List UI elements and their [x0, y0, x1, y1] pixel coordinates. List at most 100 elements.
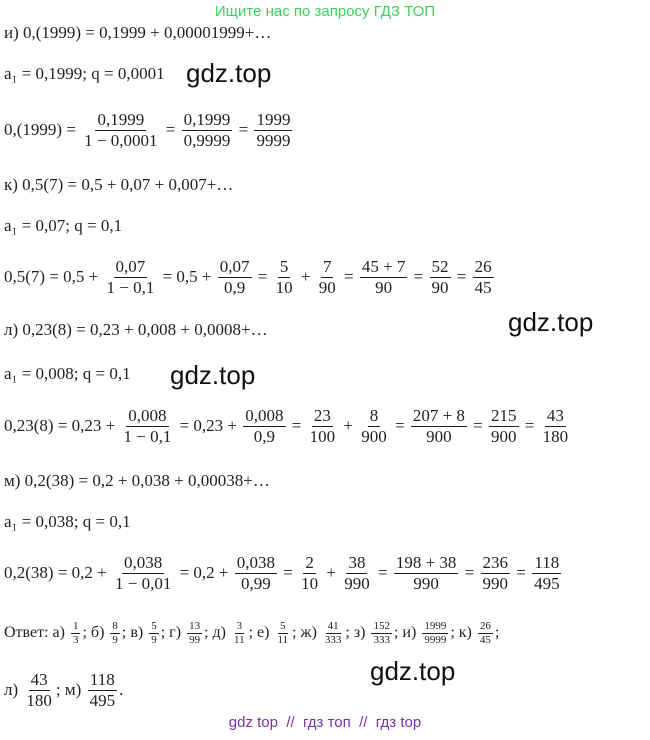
- denominator: 1 − 0,0001: [84, 130, 158, 150]
- numerator: 26: [477, 620, 493, 634]
- numerator: 41: [325, 620, 341, 634]
- math-line: a₁ = 0,008; q = 0,1: [4, 364, 131, 384]
- fraction: 26 45: [477, 620, 493, 646]
- text: Ответ: а): [4, 624, 69, 642]
- denominator: 45: [479, 633, 491, 646]
- footer: gdz top // гдз топ // гдз top: [228, 714, 422, 731]
- numerator: 52: [429, 257, 451, 278]
- text: ;: [494, 624, 500, 642]
- text: л) 0,23(8) = 0,23 + 0,008 + 0,0008+…: [4, 320, 268, 339]
- denominator: 1 − 0,01: [115, 573, 172, 593]
- math-line: Ответ: а) 1 3; б) 8 9; в) 5 9; г) 13 99; д) …: [4, 620, 499, 646]
- denominator: 9999: [424, 633, 447, 646]
- fraction: 3 11: [232, 620, 247, 646]
- denominator: 0,9: [224, 277, 246, 297]
- denominator: 99: [189, 633, 201, 646]
- text: =: [468, 416, 487, 436]
- fraction: 0,1999 0,9999: [181, 110, 233, 150]
- text: a₁ = 0,008; q = 0,1: [4, 364, 131, 383]
- numerator: 7: [320, 257, 334, 278]
- numerator: 43: [544, 406, 566, 427]
- fraction: 152 333: [371, 620, 392, 646]
- fraction: 52 90: [429, 257, 451, 297]
- numerator: 0,008: [243, 406, 286, 427]
- fraction: 1999 9999: [422, 620, 449, 646]
- text: 0,(1999) =: [4, 120, 81, 140]
- denominator: 3: [72, 633, 79, 646]
- denominator: 11: [234, 633, 245, 646]
- denominator: 900: [361, 426, 387, 446]
- text: м) 0,2(38) = 0,2 + 0,038 + 0,00038+…: [4, 471, 270, 490]
- fraction: 0,07 0,9: [217, 257, 252, 297]
- text: ; з): [345, 624, 370, 642]
- fraction: 23 100: [308, 406, 338, 446]
- numerator: 3: [234, 620, 245, 634]
- numerator: 8: [367, 406, 381, 427]
- math-line: л) 0,23(8) = 0,23 + 0,008 + 0,0008+…: [4, 320, 268, 340]
- math-line: 0,(1999) = 0,1999 1 − 0,0001 = 0,1999 0,99…: [4, 110, 294, 150]
- math-line: 0,5(7) = 0,5 + 0,07 1 − 0,1 = 0,5 + 0,07 0…: [4, 257, 496, 297]
- numerator: 23: [311, 406, 333, 427]
- denominator: 990: [344, 573, 370, 593]
- text: к) 0,5(7) = 0,5 + 0,07 + 0,007+…: [4, 175, 234, 194]
- numerator: 152: [371, 620, 392, 634]
- numerator: 8: [110, 620, 120, 634]
- fraction: 0,038 0,99: [234, 553, 278, 593]
- text: =: [373, 563, 392, 583]
- text: =: [339, 267, 358, 287]
- math-line: 0,2(38) = 0,2 + 0,038 1 − 0,01 = 0,2 + 0,…: [4, 553, 564, 593]
- text: = 0,2 +: [175, 563, 233, 583]
- fraction: 0,038 1 − 0,01: [113, 553, 173, 593]
- numerator: 38: [346, 553, 368, 574]
- numerator: 0,038: [122, 553, 165, 574]
- denominator: 100: [309, 426, 336, 446]
- text: ; в): [121, 624, 148, 642]
- text: ; е): [248, 624, 274, 642]
- numerator: 118: [532, 553, 562, 574]
- numerator: 0,008: [126, 406, 169, 427]
- numerator: 1999: [422, 620, 449, 634]
- fraction: 207 + 8 900: [410, 406, 467, 446]
- watermark: gdz.top: [170, 360, 256, 390]
- fraction: 118 495: [87, 670, 118, 710]
- numerator: 45 + 7: [359, 257, 408, 278]
- text: ; б): [82, 624, 109, 642]
- fraction: 5 10: [274, 257, 295, 297]
- fraction: 215 900: [489, 406, 519, 446]
- math-line: a₁ = 0,07; q = 0,1: [4, 216, 122, 236]
- fraction: 198 + 38 990: [393, 553, 459, 593]
- denominator: 45: [474, 277, 492, 297]
- fraction: 236 990: [480, 553, 510, 593]
- text: =: [460, 563, 479, 583]
- denominator: 495: [534, 573, 560, 593]
- numerator: 0,1999: [181, 110, 233, 131]
- text: 0,2(38) = 0,2 +: [4, 563, 111, 583]
- fraction: 26 45: [472, 257, 494, 297]
- text: =: [520, 416, 539, 436]
- text: ; к): [450, 624, 476, 642]
- text: =: [390, 416, 409, 436]
- fraction: 2 10: [299, 553, 320, 593]
- text: a₁ = 0,1999; q = 0,0001: [4, 64, 165, 83]
- watermark: gdz.top: [186, 58, 272, 88]
- denominator: 900: [426, 426, 452, 446]
- denominator: 90: [318, 277, 336, 297]
- numerator: 2: [303, 553, 316, 574]
- header: Ищите нас по запросу ГДЗ ТОП: [214, 3, 436, 20]
- text: = 0,5 +: [158, 267, 216, 287]
- text: +: [339, 416, 358, 436]
- text: =: [452, 267, 471, 287]
- math-line: a₁ = 0,1999; q = 0,0001: [4, 64, 165, 84]
- denominator: 990: [413, 573, 439, 593]
- watermark: gdz.top: [508, 307, 594, 337]
- fraction: 45 + 7 90: [359, 257, 408, 297]
- numerator: 5: [277, 257, 291, 278]
- fraction: 0,008 1 − 0,1: [122, 406, 174, 446]
- numerator: 0,07: [217, 257, 252, 278]
- text: ; г): [160, 624, 186, 642]
- fraction: 118 495: [532, 553, 562, 593]
- math-line: л) 43 180; м) 118 495.: [4, 670, 123, 710]
- numerator: 118: [87, 670, 117, 691]
